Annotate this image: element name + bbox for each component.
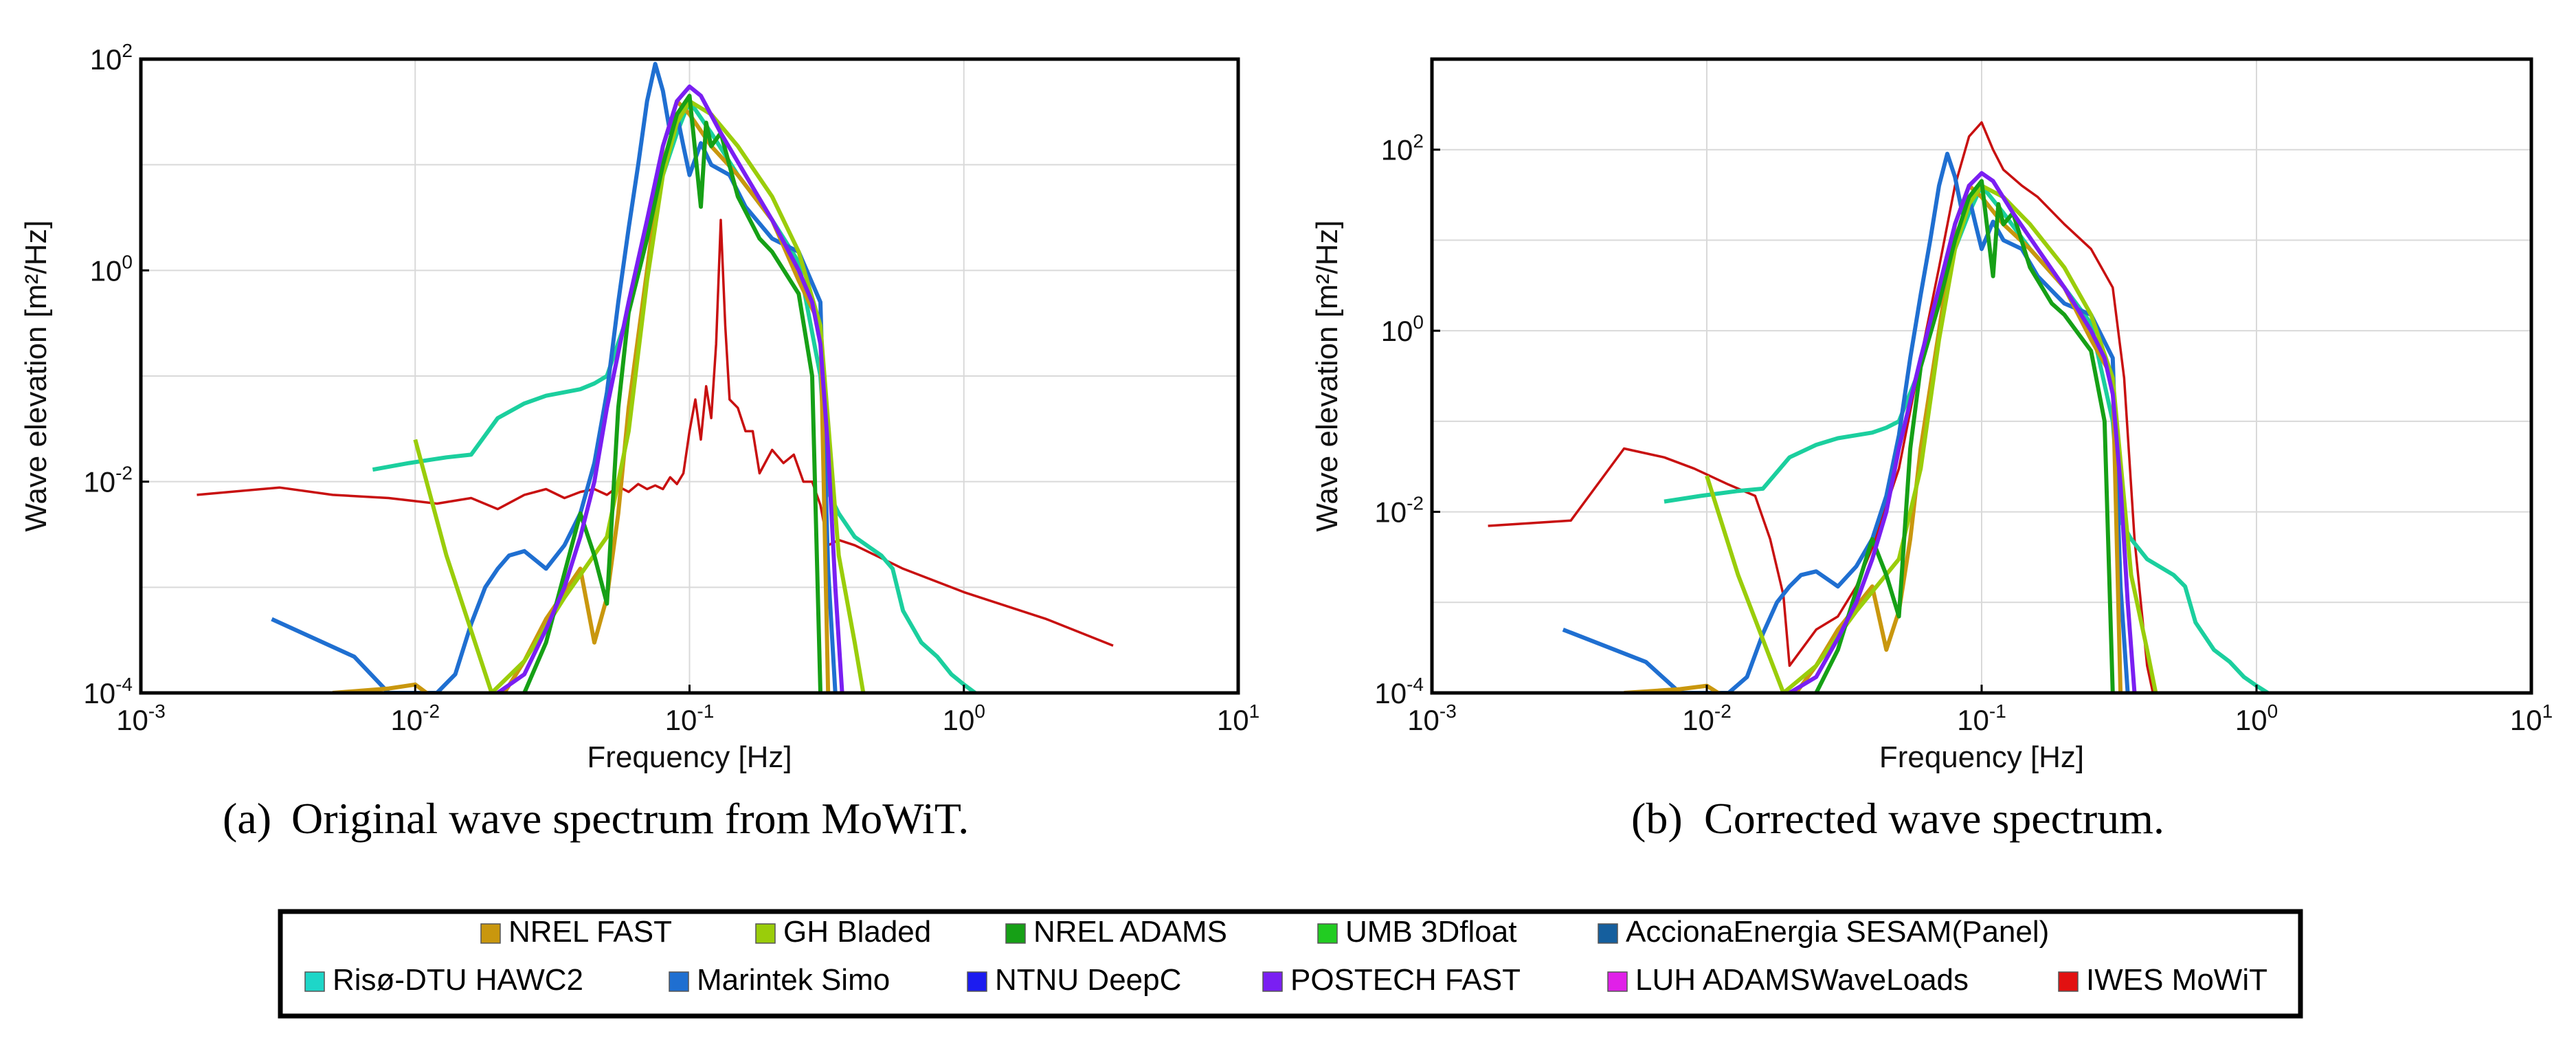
y-tick-label: 10-4 [1374, 674, 1424, 709]
y-tick-label: 100 [1381, 311, 1424, 347]
series-line-nrel-adams [1814, 179, 2115, 693]
legend-label: NREL FAST [508, 915, 672, 949]
series-line-ris-dtu-hawc2 [1664, 184, 2270, 693]
legend-swatch [967, 971, 987, 992]
legend-label: Marintek Simo [697, 963, 890, 997]
series-line-iwes-mowit [197, 219, 1114, 647]
series-group [1488, 121, 2270, 693]
series-line-nrel-adams [522, 93, 822, 693]
legend-label: Risø-DTU HAWC2 [333, 963, 583, 997]
legend-swatch [1317, 923, 1338, 944]
legend-item: POSTECH FAST [1262, 963, 1521, 997]
legend-item: NREL FAST [480, 915, 672, 949]
legend-label: NREL ADAMS [1033, 915, 1227, 949]
chart-panel-a: 10-3 10-2 10-1 100 101 10-4 10-2 100 102 Frequenc… [19, 40, 1259, 774]
series-line-marintek-simo [271, 62, 838, 693]
legend-item: NREL ADAMS [1005, 915, 1227, 949]
series-group [197, 62, 1114, 693]
y-tick-label: 102 [1381, 131, 1424, 166]
series-line-postech-fast [1788, 170, 2137, 693]
y-tick-label: 10-2 [1374, 493, 1424, 529]
legend-label: GH Bladed [783, 915, 931, 949]
x-tick-label: 10-2 [1682, 700, 1732, 736]
legend-swatch [1005, 923, 1026, 944]
legend-swatch [1262, 971, 1283, 992]
legend-item: NTNU DeepC [967, 963, 1181, 997]
y-tick-label: 102 [90, 40, 133, 76]
x-tick-label: 100 [2235, 700, 2278, 736]
legend-label: NTNU DeepC [995, 963, 1181, 997]
x-axis-label: Frequency [Hz] [1879, 740, 2084, 774]
legend-swatch [480, 923, 501, 944]
caption-b-label: (b) [1631, 794, 1683, 843]
legend-item: LUH ADAMSWaveLoads [1607, 963, 1969, 997]
x-tick-label: 10-1 [1957, 700, 2006, 736]
series-line-iwes-mowit [1488, 121, 2155, 693]
caption-a: (a) Original wave spectrum from MoWiT. [223, 794, 969, 843]
legend-item: IWES MoWiT [2058, 963, 2267, 997]
x-tick-labels: 10-3 10-2 10-1 100 101 [1407, 685, 2553, 736]
y-tick-label: 10-4 [83, 674, 133, 709]
legend-label: POSTECH FAST [1290, 963, 1521, 997]
x-tick-label: 101 [1217, 700, 1259, 736]
series-line-postech-fast [496, 84, 844, 693]
gridlines [1432, 59, 2531, 693]
x-tick-label: 10-3 [1407, 700, 1457, 736]
legend-swatch [669, 971, 689, 992]
x-tick-label: 10-1 [665, 700, 715, 736]
caption-b-text: Corrected wave spectrum. [1704, 794, 2164, 843]
legend-label: IWES MoWiT [2086, 963, 2267, 997]
y-tick-labels: 10-4 10-2 100 102 [1374, 131, 1440, 709]
x-tick-label: 100 [943, 700, 985, 736]
x-tick-labels: 10-3 10-2 10-1 100 101 [116, 685, 1259, 736]
x-tick-label: 101 [2510, 700, 2553, 736]
legend-label: UMB 3Dfloat [1345, 915, 1516, 949]
legend-swatch [755, 923, 776, 944]
legend-item: Risø-DTU HAWC2 [304, 963, 583, 997]
x-tick-label: 10-2 [390, 700, 440, 736]
x-tick-label: 10-3 [116, 700, 166, 736]
legend-item: UMB 3Dfloat [1317, 915, 1516, 949]
series-line-gh-bladed [413, 99, 866, 693]
legend-swatch [304, 971, 325, 992]
legend-item: AccionaEnergia SESAM(Panel) [1598, 915, 2049, 949]
gridlines [141, 59, 1238, 693]
legend-item: Marintek Simo [669, 963, 890, 997]
caption-a-text: Original wave spectrum from MoWiT. [291, 794, 969, 843]
legend-swatch [1598, 923, 1618, 944]
legend-frame [278, 909, 2303, 1019]
legend-swatch [1607, 971, 1628, 992]
legend: NREL FAST GH Bladed NREL ADAMS UMB 3Dfloat A… [278, 909, 2303, 1019]
y-axis-label: Wave elevation [m²/Hz] [19, 220, 53, 531]
y-tick-label: 10-2 [83, 463, 133, 498]
series-line-ris-dtu-hawc2 [372, 99, 977, 693]
legend-label: AccionaEnergia SESAM(Panel) [1626, 915, 2049, 949]
legend-item: GH Bladed [755, 915, 931, 949]
caption-b: (b) Corrected wave spectrum. [1631, 794, 2164, 843]
chart-panel-b: 10-3 10-2 10-1 100 101 10-4 10-2 100 102 Frequenc… [1310, 57, 2553, 774]
y-tick-labels: 10-4 10-2 100 102 [83, 40, 149, 709]
y-tick-label: 100 [90, 251, 133, 287]
legend-swatch [2058, 971, 2079, 992]
series-line-marintek-simo [1562, 151, 2130, 693]
legend-label: LUH ADAMSWaveLoads [1635, 963, 1969, 997]
x-axis-label: Frequency [Hz] [587, 740, 792, 774]
caption-a-label: (a) [223, 794, 271, 843]
y-axis-label: Wave elevation [m²/Hz] [1310, 220, 1344, 531]
series-line-gh-bladed [1705, 184, 2158, 693]
